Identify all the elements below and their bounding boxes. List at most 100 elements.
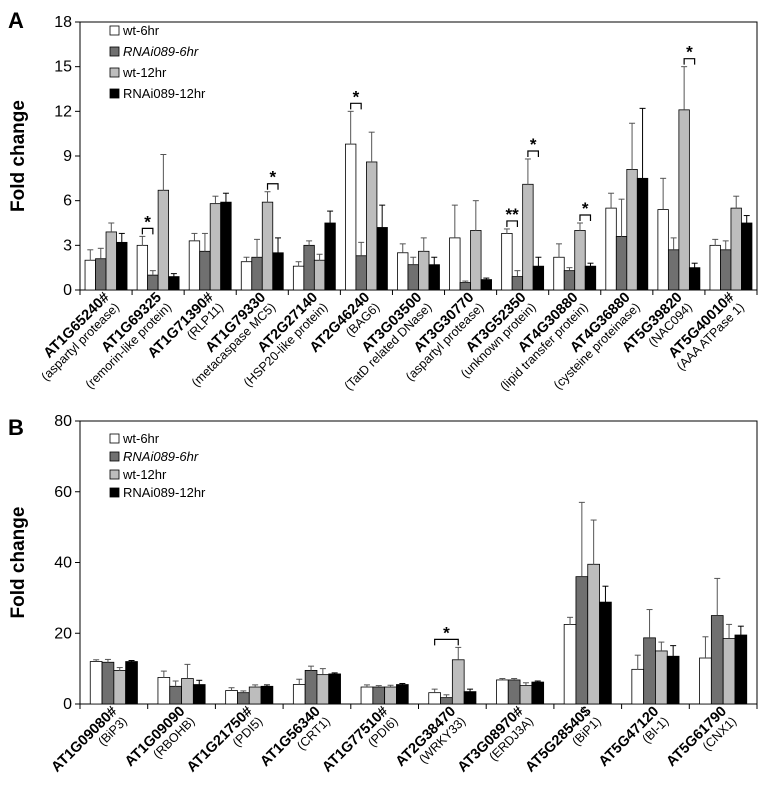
legend-label: RNAi089-12hr bbox=[123, 485, 206, 500]
bar bbox=[730, 207, 742, 291]
legend-swatch bbox=[109, 433, 120, 444]
bar bbox=[563, 624, 577, 705]
significance-label: * bbox=[582, 199, 589, 218]
bar bbox=[720, 249, 732, 291]
bar bbox=[220, 201, 232, 291]
legend-label: wt-6hr bbox=[122, 431, 160, 446]
y-tick-label: 60 bbox=[54, 484, 72, 501]
legend-swatch bbox=[109, 469, 120, 480]
bar bbox=[101, 661, 115, 705]
category-label: AT1G09080#(BiP3) bbox=[49, 704, 130, 776]
bar bbox=[157, 189, 170, 291]
bar bbox=[105, 231, 117, 291]
bar bbox=[84, 259, 96, 291]
bar bbox=[657, 209, 669, 291]
legend-swatch bbox=[109, 25, 120, 36]
bar bbox=[626, 168, 638, 291]
bar bbox=[440, 697, 453, 705]
bar bbox=[372, 686, 386, 705]
bar bbox=[345, 143, 357, 291]
category-label: AT5G28540$(BiP1) bbox=[522, 704, 603, 776]
bar bbox=[136, 244, 149, 291]
bar bbox=[251, 256, 263, 291]
bar bbox=[261, 201, 274, 291]
bar bbox=[113, 669, 127, 705]
legend-swatch bbox=[109, 67, 120, 78]
bar bbox=[667, 249, 680, 291]
legend-swatch bbox=[109, 88, 120, 99]
y-tick-label: 9 bbox=[63, 148, 72, 165]
bar bbox=[575, 576, 589, 705]
bar bbox=[237, 692, 250, 705]
bar bbox=[240, 261, 253, 291]
bar bbox=[328, 673, 341, 705]
bar bbox=[688, 267, 701, 291]
significance-bracket bbox=[527, 150, 540, 157]
legend-swatch bbox=[109, 451, 120, 462]
bar bbox=[260, 685, 274, 705]
significance-bracket bbox=[350, 102, 362, 110]
bar bbox=[248, 686, 262, 705]
y-tick-label: 20 bbox=[54, 625, 72, 642]
legend-label: wt-6hr bbox=[122, 23, 160, 38]
bar bbox=[643, 637, 656, 705]
category-label: AT1G77510#(PDI6) bbox=[319, 704, 400, 776]
y-tick-label: 18 bbox=[54, 14, 72, 31]
panel-b-chart: B Fold change 0 20 40 60 80 * AT1G09080#(BiP3) AT… bbox=[8, 413, 758, 776]
bar bbox=[531, 681, 545, 705]
legend-label: RNAi089-12hr bbox=[123, 86, 206, 101]
bar bbox=[722, 638, 736, 705]
significance-bracket bbox=[434, 638, 459, 646]
significance-label: * bbox=[443, 623, 450, 642]
bar bbox=[324, 222, 336, 291]
bar bbox=[292, 684, 306, 705]
bar bbox=[181, 678, 194, 705]
category-label: AT1G21750#(PDI5) bbox=[184, 704, 265, 776]
y-tick-label: 6 bbox=[63, 193, 72, 210]
bar bbox=[125, 661, 138, 705]
bar bbox=[470, 230, 482, 291]
bar bbox=[463, 691, 477, 705]
y-tick-label: 0 bbox=[63, 282, 72, 299]
panel-b-letter: B bbox=[8, 415, 24, 440]
significance-bracket bbox=[141, 227, 154, 235]
significance-label: * bbox=[353, 87, 360, 106]
bar bbox=[451, 659, 465, 705]
legend-label: RNAi089-6hr bbox=[123, 44, 199, 59]
bar bbox=[709, 244, 721, 291]
bar bbox=[636, 177, 649, 291]
bar bbox=[407, 264, 419, 291]
bar bbox=[480, 279, 492, 291]
category-label: AT5G61790(CNX1) bbox=[664, 704, 740, 770]
legend-label: RNAi089-6hr bbox=[123, 449, 199, 464]
bar bbox=[519, 685, 533, 705]
legend-swatch bbox=[109, 46, 120, 57]
bar bbox=[272, 252, 284, 291]
bar bbox=[496, 679, 509, 705]
bar bbox=[449, 237, 461, 291]
bar bbox=[655, 650, 668, 705]
significance-bracket bbox=[506, 220, 519, 227]
bar bbox=[418, 250, 430, 291]
bar bbox=[511, 276, 524, 291]
y-tick-label: 15 bbox=[54, 59, 72, 76]
y-tick-label: 12 bbox=[54, 103, 72, 120]
y-tick-label: 80 bbox=[54, 413, 72, 430]
significance-bracket bbox=[579, 214, 592, 221]
bar bbox=[95, 258, 107, 291]
bar bbox=[316, 674, 330, 705]
bar bbox=[428, 264, 440, 291]
bar bbox=[116, 241, 128, 291]
significance-bracket bbox=[683, 58, 696, 65]
bar bbox=[89, 661, 103, 705]
y-axis-label: Fold change bbox=[8, 100, 29, 212]
bar bbox=[710, 615, 724, 705]
y-tick-label: 0 bbox=[63, 696, 72, 713]
bar bbox=[605, 207, 617, 291]
bar bbox=[459, 282, 471, 291]
bar bbox=[734, 634, 748, 705]
bar bbox=[599, 601, 612, 705]
bar bbox=[384, 686, 397, 705]
bar bbox=[396, 684, 409, 705]
